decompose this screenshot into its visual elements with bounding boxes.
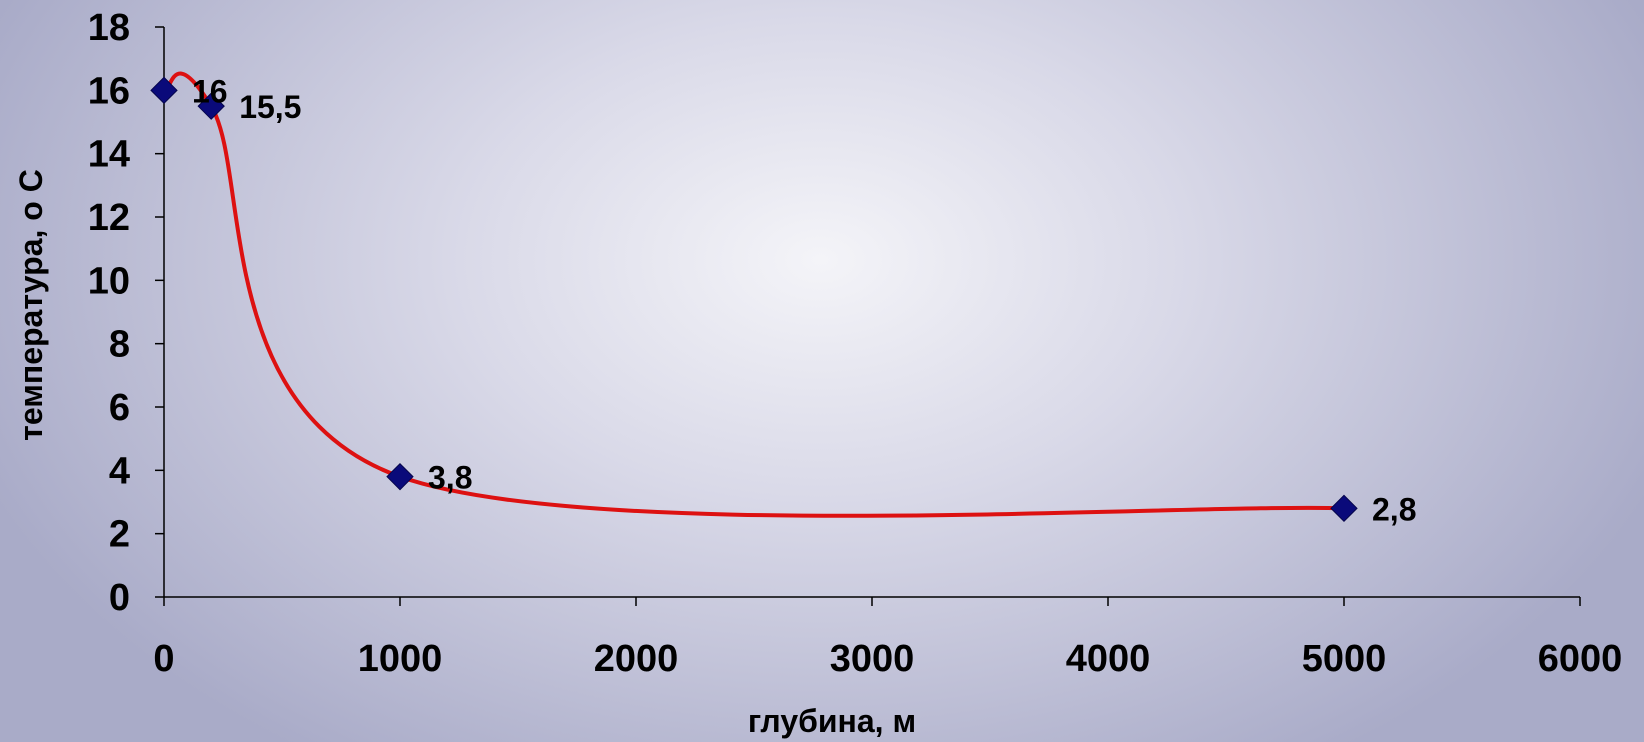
data-label: 16 bbox=[192, 73, 228, 109]
data-label: 15,5 bbox=[239, 89, 301, 125]
x-tick-label: 0 bbox=[153, 638, 174, 680]
x-tick-label: 4000 bbox=[1066, 638, 1151, 680]
x-tick-label: 3000 bbox=[830, 638, 915, 680]
data-label: 2,8 bbox=[1372, 491, 1416, 527]
series-marker bbox=[386, 462, 414, 491]
y-tick-label: 16 bbox=[88, 70, 130, 112]
y-tick-label: 0 bbox=[109, 577, 130, 619]
y-tick-label: 6 bbox=[109, 387, 130, 429]
data-label: 3,8 bbox=[428, 460, 472, 496]
y-tick-label: 4 bbox=[109, 450, 130, 492]
x-tick-label: 6000 bbox=[1538, 638, 1623, 680]
series-marker bbox=[1330, 494, 1358, 523]
y-tick-label: 12 bbox=[88, 197, 130, 239]
y-axis-ticks: 0 2 4 6 8 10 12 14 16 18 bbox=[88, 7, 164, 619]
series-marker bbox=[197, 92, 225, 120]
axes bbox=[163, 27, 1580, 598]
series-line bbox=[163, 71, 1345, 518]
y-tick-label: 14 bbox=[88, 134, 130, 176]
y-tick-label: 2 bbox=[109, 514, 130, 556]
x-tick-label: 5000 bbox=[1302, 638, 1387, 680]
data-labels: 16 15,5 3,8 2,8 bbox=[192, 73, 1416, 527]
x-axis-ticks: 0 1000 2000 3000 4000 5000 6000 bbox=[153, 597, 1622, 680]
y-axis-title: температура, о С bbox=[13, 169, 49, 441]
series-markers bbox=[150, 76, 1358, 523]
x-tick-label: 2000 bbox=[594, 638, 679, 680]
y-tick-label: 8 bbox=[109, 324, 130, 366]
x-axis-title: глубина, м bbox=[748, 703, 916, 739]
y-tick-label: 10 bbox=[88, 260, 130, 302]
y-tick-label: 18 bbox=[88, 7, 130, 49]
series-marker bbox=[150, 76, 178, 105]
x-tick-label: 1000 bbox=[358, 638, 443, 680]
